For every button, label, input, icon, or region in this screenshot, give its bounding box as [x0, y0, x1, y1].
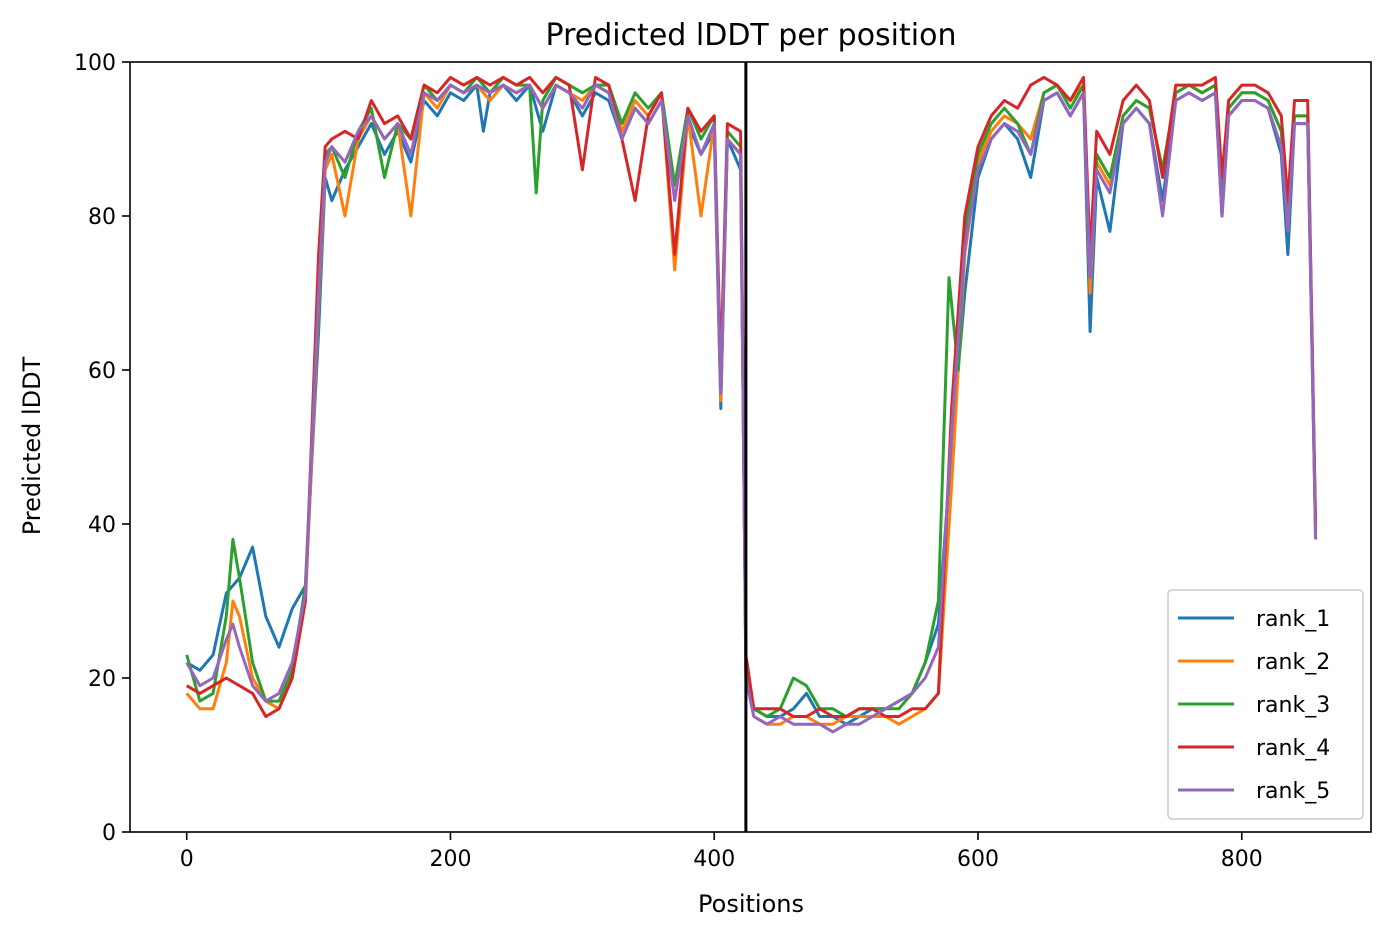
chart-title: Predicted lDDT per position [546, 18, 957, 53]
legend-label-rank_2: rank_2 [1256, 650, 1330, 675]
y-tick-label: 40 [88, 513, 116, 538]
x-tick-label: 200 [429, 847, 471, 872]
plot-area-frame [129, 61, 1372, 833]
legend-label-rank_1: rank_1 [1256, 607, 1330, 632]
x-tick-label: 400 [693, 847, 735, 872]
series-line-rank_4 [185, 75, 1318, 718]
legend: rank_1 rank_2 rank_3 rank_4 rank_5 [1167, 589, 1364, 820]
x-tick-label: 600 [957, 847, 999, 872]
y-axis-label: Predicted lDDT [18, 356, 46, 535]
y-tick-label: 0 [102, 821, 116, 846]
y-tick-label: 100 [74, 51, 116, 76]
legend-label-rank_3: rank_3 [1256, 693, 1330, 718]
series-line-rank_5 [185, 83, 1318, 734]
x-axis-label: Positions [698, 890, 804, 918]
y-tick-label: 80 [88, 205, 116, 230]
x-axis-ticks: 0 200 400 600 800 [180, 832, 1263, 872]
y-tick-label: 60 [88, 359, 116, 384]
x-tick-label: 800 [1221, 847, 1263, 872]
legend-label-rank_5: rank_5 [1256, 779, 1330, 804]
y-axis-ticks: 0 20 40 60 80 100 [74, 51, 130, 846]
x-tick-label: 0 [180, 847, 194, 872]
y-tick-label: 20 [88, 667, 116, 692]
legend-box [1167, 589, 1364, 820]
series-layer [185, 75, 1318, 734]
legend-label-rank_4: rank_4 [1256, 736, 1330, 761]
